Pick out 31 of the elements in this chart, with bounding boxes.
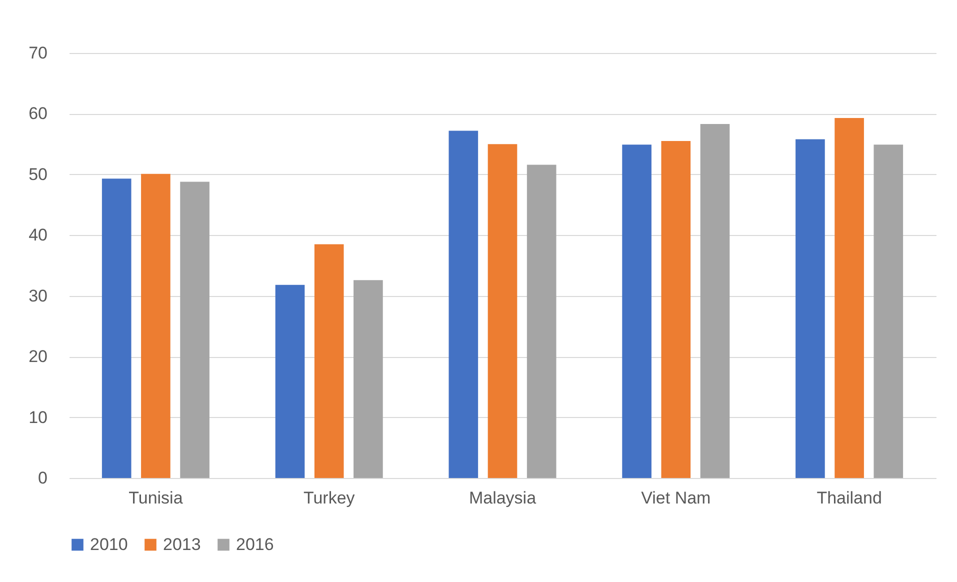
bar [354, 280, 383, 478]
bar [488, 144, 518, 478]
bar [141, 174, 170, 478]
legend-label: 2016 [236, 534, 274, 554]
x-tick-label: Thailand [816, 488, 882, 508]
bar [622, 144, 652, 478]
bar [700, 124, 730, 478]
x-tick-label: Malaysia [468, 488, 537, 508]
y-tick-label: 0 [38, 468, 48, 488]
legend-label: 2013 [163, 534, 201, 554]
bar [834, 118, 864, 478]
y-tick-label: 30 [28, 286, 48, 306]
x-tick-label: Viet Nam [641, 488, 711, 508]
y-tick-label: 50 [28, 164, 48, 184]
x-tick-label: Tunisia [128, 488, 184, 508]
bar [275, 284, 305, 478]
y-tick-label: 20 [28, 347, 48, 366]
bar [796, 139, 825, 478]
bar [526, 164, 556, 478]
y-tick-label: 40 [28, 226, 48, 245]
bar [102, 178, 132, 478]
bar [180, 182, 210, 478]
y-tick-label: 10 [28, 408, 48, 427]
y-tick-label: 70 [28, 44, 48, 62]
x-tick-label: Turkey [303, 488, 356, 508]
bar [661, 141, 691, 478]
legend-label: 2010 [90, 534, 128, 554]
bar [314, 244, 344, 478]
bar [874, 144, 904, 478]
y-tick-label: 60 [28, 104, 48, 124]
bar [448, 130, 478, 478]
